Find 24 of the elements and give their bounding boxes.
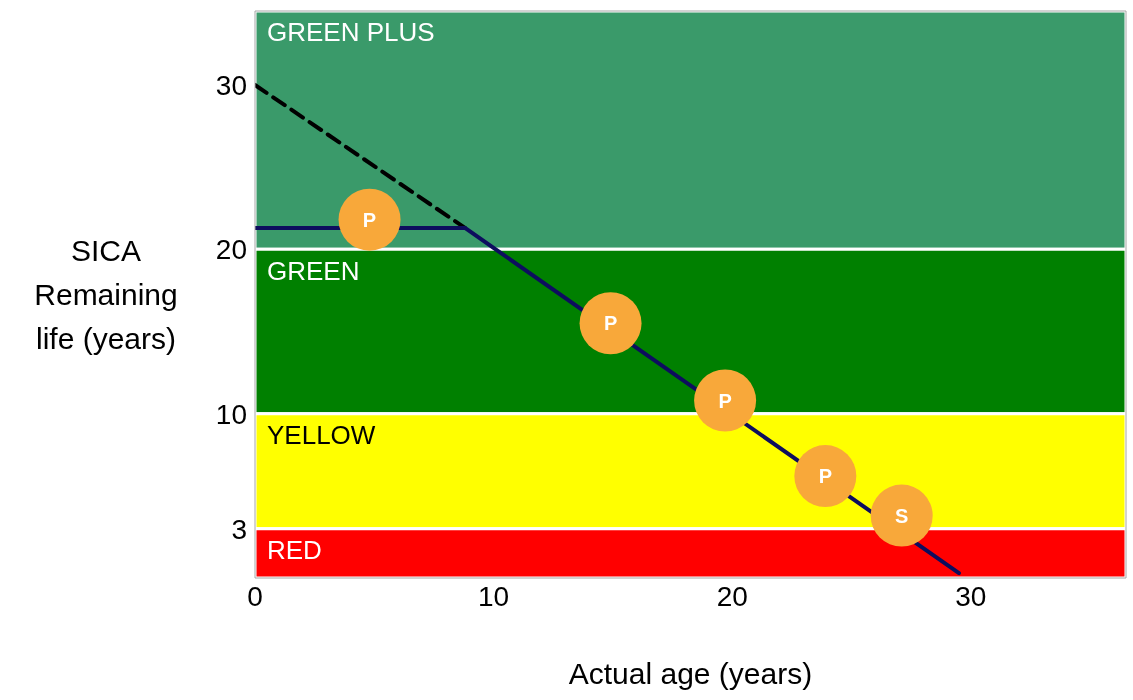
- data-label: P: [362, 208, 377, 231]
- band-label: YELLOW: [267, 420, 376, 451]
- band-label: GREEN PLUS: [267, 17, 435, 48]
- point: [338, 188, 401, 251]
- point: [579, 292, 642, 355]
- band-label: GREEN: [267, 255, 360, 286]
- data-label: P: [718, 389, 732, 412]
- y-tick-label: 30: [215, 69, 247, 101]
- y-tick-label: 10: [215, 398, 247, 430]
- data-label: S: [895, 504, 909, 527]
- data-label: P: [603, 312, 618, 335]
- y-axis-title: SICA Remaining life (years): [34, 233, 178, 355]
- point: [794, 445, 857, 508]
- x-axis-title: Actual age (years): [568, 657, 813, 690]
- band-label: RED: [267, 535, 322, 566]
- x-tick-label: 10: [478, 580, 510, 612]
- point: [870, 484, 933, 547]
- x-tick-label: 20: [716, 580, 748, 612]
- x-tick-label: 0: [247, 580, 263, 612]
- y-tick-label: 3: [231, 513, 247, 545]
- data-label: P: [818, 465, 832, 488]
- x-tick-label: 30: [955, 580, 987, 612]
- point: [694, 369, 757, 432]
- y-tick-label: 20: [215, 234, 247, 266]
